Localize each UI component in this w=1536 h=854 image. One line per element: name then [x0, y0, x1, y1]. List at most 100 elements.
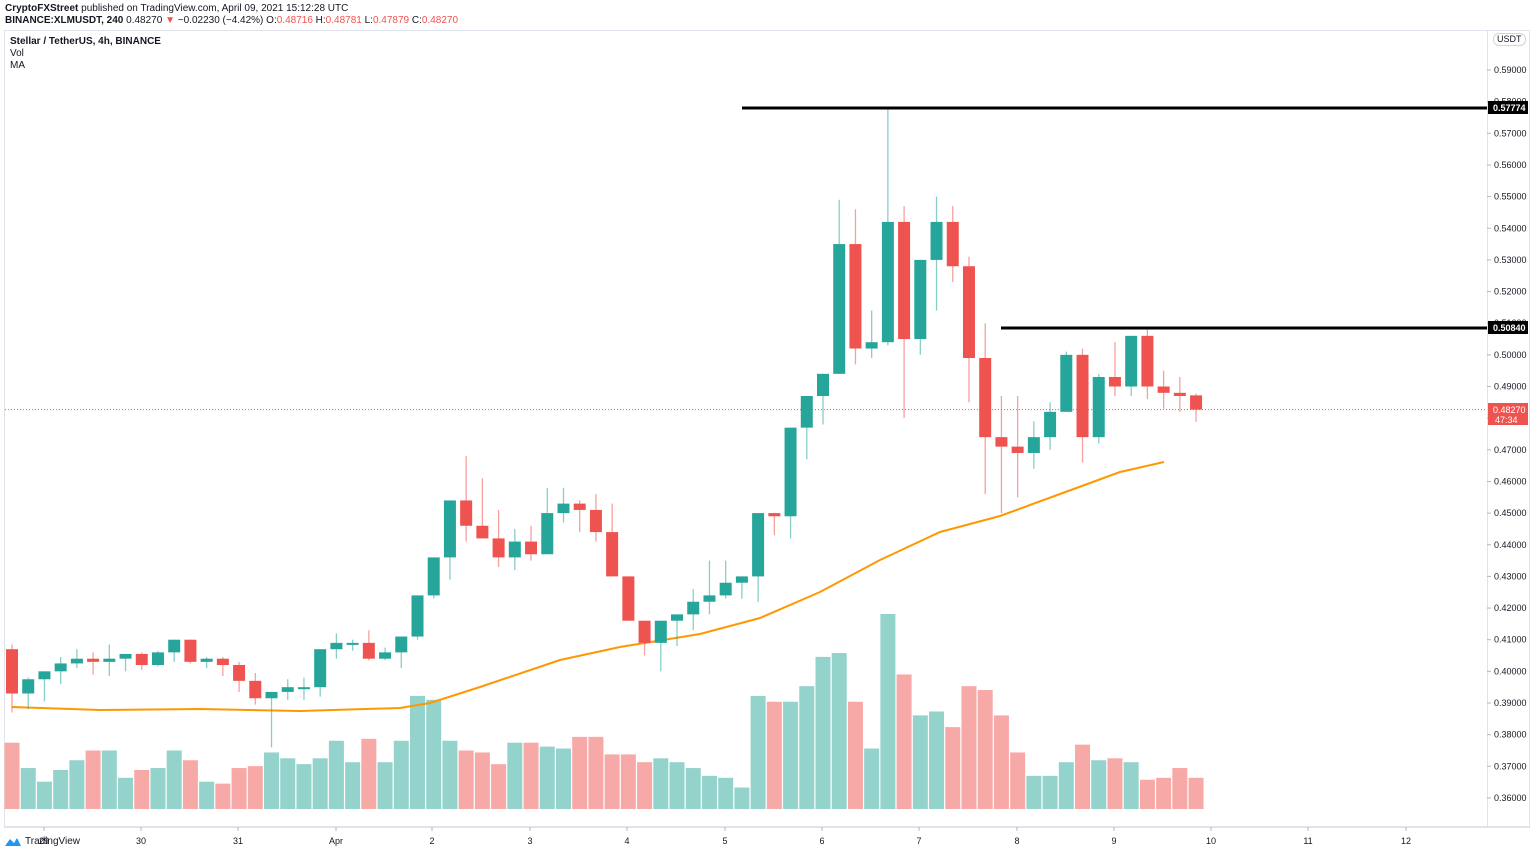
volume-bar	[458, 750, 474, 809]
candle-body	[719, 582, 732, 596]
candle-body	[1092, 377, 1105, 438]
volume-bar	[734, 787, 750, 809]
price-tick: 0.46000	[1494, 476, 1527, 486]
candle-body	[54, 663, 67, 672]
candle-body	[200, 658, 213, 662]
candle-body	[168, 639, 181, 653]
time-tick: 9	[1111, 836, 1116, 846]
chart-legend: Stellar / TetherUS, 4h, BINANCE Vol MA	[10, 36, 161, 72]
candle-body	[930, 221, 943, 260]
volume-bar	[572, 736, 588, 809]
candle-body	[216, 658, 229, 666]
time-tick: 5	[722, 836, 727, 846]
low-label: L:	[364, 15, 373, 26]
down-arrow-icon: ▼	[165, 15, 175, 26]
volume-bar	[231, 768, 247, 809]
candle-body	[671, 614, 684, 621]
volume-bar	[831, 653, 847, 809]
candle-body	[833, 244, 846, 374]
volume-bar	[1058, 762, 1074, 809]
volume-bar	[1091, 760, 1107, 809]
published-text: published on TradingView.com, April 09, …	[81, 3, 349, 14]
candle-body	[1141, 335, 1154, 387]
time-tick: 29	[39, 836, 49, 846]
volume-bar	[312, 758, 328, 809]
price-tick: 0.38000	[1494, 730, 1527, 740]
candle-body	[752, 513, 765, 577]
chart-pane[interactable]	[4, 30, 1530, 827]
candle-body	[654, 620, 667, 643]
time-tick: 3	[527, 836, 532, 846]
volume-bar	[880, 614, 896, 809]
volume-bar	[993, 715, 1009, 809]
volume-bar	[669, 762, 685, 809]
candle-body	[849, 244, 862, 349]
price-tick: 0.39000	[1494, 698, 1527, 708]
candle-body	[249, 680, 262, 699]
price-tick: 0.44000	[1494, 540, 1527, 550]
low-value: 0.47879	[372, 15, 410, 26]
time-axis-divider	[4, 827, 1530, 828]
candle-body	[687, 601, 700, 615]
time-tick: 11	[1303, 836, 1312, 846]
volume-bar	[929, 711, 945, 809]
volume-bar	[1107, 758, 1123, 809]
volume-bar	[604, 754, 620, 809]
candle-body	[151, 652, 164, 666]
time-tick: 12	[1401, 836, 1411, 846]
publisher-name[interactable]: CryptoFXStreet	[5, 3, 79, 14]
candle-body	[297, 687, 310, 690]
candle-body	[525, 541, 538, 555]
price-tick: 0.43000	[1494, 571, 1527, 581]
publish-info: CryptoFXStreet published on TradingView.…	[5, 3, 348, 14]
volume-bar	[1172, 768, 1188, 809]
candle-body	[735, 576, 748, 583]
volume-bar	[1042, 775, 1058, 809]
currency-badge[interactable]: USDT	[1493, 33, 1526, 46]
tradingview-branding[interactable]: TradingView	[4, 836, 80, 847]
volume-bar	[377, 762, 393, 809]
candle-body	[817, 373, 829, 396]
candle-body	[865, 342, 878, 349]
volume-bar	[977, 690, 993, 809]
volume-bar	[1010, 752, 1026, 809]
volume-bar	[815, 656, 831, 809]
candle-body	[541, 513, 554, 555]
candle-body	[1173, 392, 1186, 396]
volume-bar	[637, 762, 653, 809]
volume-bar	[247, 766, 263, 809]
price-tick: 0.59000	[1494, 65, 1527, 75]
volume-bar	[410, 695, 425, 809]
volume-bar	[280, 758, 296, 809]
volume-bar	[199, 781, 215, 809]
time-tick: 2	[429, 836, 434, 846]
candle-body	[411, 595, 424, 637]
candle-body	[1076, 354, 1089, 438]
volume-bar	[620, 754, 636, 809]
volume-bar	[393, 740, 409, 809]
volume-bar	[701, 775, 717, 809]
candle-body	[119, 653, 132, 659]
legend-volume[interactable]: Vol	[10, 48, 24, 59]
candle-body	[589, 509, 602, 533]
price-tick: 0.55000	[1494, 192, 1527, 202]
candle-body	[768, 513, 781, 517]
svg-text:0.57774: 0.57774	[1493, 103, 1526, 113]
volume-bar	[588, 736, 604, 809]
volume-bar	[215, 783, 231, 809]
resistance-mid-label	[1488, 321, 1528, 334]
candle-body	[265, 691, 278, 699]
candle-body	[1157, 386, 1170, 393]
price-tick: 0.47000	[1494, 445, 1527, 455]
time-tick: 4	[624, 836, 629, 846]
volume-bar	[134, 770, 150, 809]
volume-bar	[961, 686, 977, 809]
candle-body	[508, 541, 521, 558]
price-tick: 0.40000	[1494, 666, 1527, 676]
candle-body	[103, 658, 116, 662]
volume-bar	[847, 701, 863, 809]
legend-ma[interactable]: MA	[10, 60, 25, 71]
volume-bar	[474, 752, 490, 809]
volume-bar	[799, 686, 815, 809]
